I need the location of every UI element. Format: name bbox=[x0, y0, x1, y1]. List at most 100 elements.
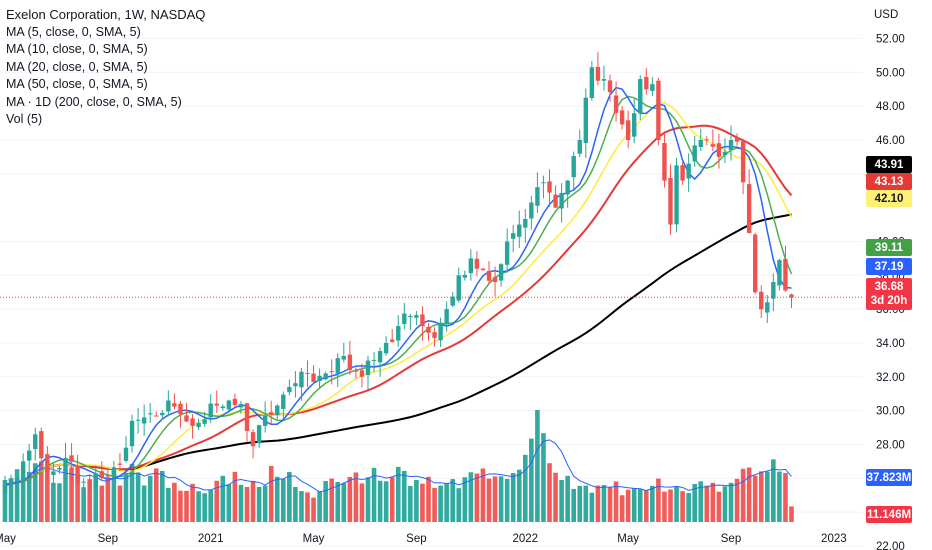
candle-body bbox=[553, 194, 558, 208]
candle-body bbox=[371, 359, 377, 361]
candle-body bbox=[154, 415, 159, 417]
candle-body bbox=[148, 413, 153, 415]
volume-bar bbox=[644, 490, 649, 522]
candle-body bbox=[589, 67, 595, 99]
volume-bar bbox=[613, 481, 619, 522]
candle-body bbox=[746, 184, 752, 234]
volume-bar bbox=[504, 478, 510, 522]
symbol-title[interactable]: Exelon Corporation, 1W, NASDAQ bbox=[6, 7, 206, 22]
candle-body bbox=[426, 326, 431, 333]
candle-body bbox=[75, 465, 80, 483]
x-tick-label: May bbox=[617, 533, 639, 545]
candle-body bbox=[704, 139, 709, 141]
volume-bar bbox=[771, 459, 776, 522]
candle-body bbox=[244, 403, 250, 431]
candle-body bbox=[710, 144, 716, 147]
volume-bar bbox=[57, 483, 62, 522]
volume-bar bbox=[607, 487, 613, 522]
candle-body bbox=[226, 400, 232, 410]
volume-bar bbox=[783, 473, 788, 522]
candle-body bbox=[390, 339, 395, 342]
candle-body bbox=[57, 468, 62, 470]
volume-bar bbox=[426, 476, 431, 522]
volume-ma-polyline bbox=[28, 439, 792, 493]
candle-body bbox=[160, 412, 165, 416]
candle-body bbox=[583, 97, 588, 144]
volume-bar bbox=[740, 468, 746, 522]
candle-body bbox=[293, 383, 298, 387]
candle-body bbox=[523, 218, 528, 228]
candle-body bbox=[45, 454, 50, 472]
volume-bar bbox=[680, 491, 685, 522]
candle-body bbox=[759, 291, 764, 310]
y-tick-label: 46.00 bbox=[876, 135, 905, 147]
time-axis[interactable]: May Sep 2021 May Sep 2022 May Sep 2023 bbox=[0, 533, 847, 545]
candle-body bbox=[432, 332, 437, 338]
candle-body bbox=[347, 354, 353, 371]
study-ma50[interactable]: MA (50, close, 0, SMA, 5) bbox=[6, 77, 148, 91]
volume-bar bbox=[63, 468, 68, 522]
candle-body bbox=[281, 394, 286, 409]
volume-bar bbox=[474, 473, 480, 522]
volume-bar bbox=[262, 485, 268, 522]
study-ma200-daily[interactable]: MA · 1D (200, close, 0, SMA, 5) bbox=[6, 94, 182, 109]
candle-body bbox=[275, 405, 280, 416]
candle-body bbox=[2, 485, 8, 494]
candle-body bbox=[8, 478, 14, 484]
currency-label: USD bbox=[874, 9, 898, 21]
badge-ma-5-value: 37.19 bbox=[875, 261, 904, 273]
candle-body bbox=[662, 143, 667, 181]
study-ma10[interactable]: MA (10, close, 0, SMA, 5) bbox=[6, 42, 148, 56]
study-volume[interactable]: Vol (5) bbox=[6, 112, 43, 126]
candle-body bbox=[414, 315, 419, 318]
study-ma5[interactable]: MA (5, close, 0, SMA, 5) bbox=[6, 24, 141, 39]
candle-body bbox=[535, 187, 540, 206]
volume-bar bbox=[686, 493, 691, 522]
volume-bar bbox=[147, 475, 153, 522]
badge-ma-10-value: 39.11 bbox=[875, 242, 904, 254]
volume-bar bbox=[359, 483, 365, 522]
candle-body bbox=[680, 165, 685, 181]
volume-bar bbox=[353, 472, 359, 522]
volume-bar bbox=[516, 469, 522, 522]
volume-bar bbox=[480, 468, 486, 522]
volume-bar bbox=[408, 485, 413, 522]
candle-body bbox=[141, 417, 147, 424]
moving-average-lines bbox=[4, 86, 793, 487]
x-tick-label: Sep bbox=[721, 533, 741, 545]
volume-bar bbox=[117, 485, 123, 522]
volume-bar bbox=[619, 495, 625, 522]
y-tick-label: 32.00 bbox=[876, 372, 905, 384]
volume-bar bbox=[238, 484, 244, 522]
volume-bar bbox=[51, 482, 56, 522]
x-tick-label: Sep bbox=[406, 533, 426, 545]
candle-body bbox=[650, 84, 655, 91]
study-ma20[interactable]: MA (20, close, 0, SMA, 5) bbox=[6, 59, 148, 74]
candle-body bbox=[383, 342, 389, 354]
x-tick-label: 2023 bbox=[821, 533, 847, 545]
y-tick-label: 30.00 bbox=[876, 406, 905, 418]
volume-bar bbox=[244, 487, 250, 522]
price-badges: 43.91 43.13 42.10 39.11 37.19 36.68 3d 20h 37.8… bbox=[866, 156, 912, 523]
candle-body bbox=[541, 182, 546, 184]
volume-bar bbox=[565, 475, 570, 522]
badge-ma-5 bbox=[866, 258, 912, 275]
candle-body bbox=[238, 403, 244, 408]
volume-bar bbox=[347, 476, 353, 522]
volume-bar bbox=[214, 480, 220, 522]
candle-body bbox=[734, 137, 740, 142]
x-tick-label: Sep bbox=[98, 533, 118, 545]
candle-body bbox=[728, 139, 734, 150]
chart-legend: Exelon Corporation, 1W, NASDAQ MA (5, cl… bbox=[6, 6, 205, 129]
candle-body bbox=[492, 277, 498, 283]
volume-bar bbox=[650, 485, 655, 522]
x-tick-label: May bbox=[303, 533, 325, 545]
volume-bar bbox=[75, 474, 80, 522]
ma20-line bbox=[4, 102, 793, 486]
volume-bar bbox=[39, 461, 44, 522]
candle-body bbox=[299, 371, 304, 388]
ma5-line bbox=[4, 86, 792, 486]
volume-bar bbox=[734, 478, 740, 522]
candle-body bbox=[577, 139, 582, 154]
